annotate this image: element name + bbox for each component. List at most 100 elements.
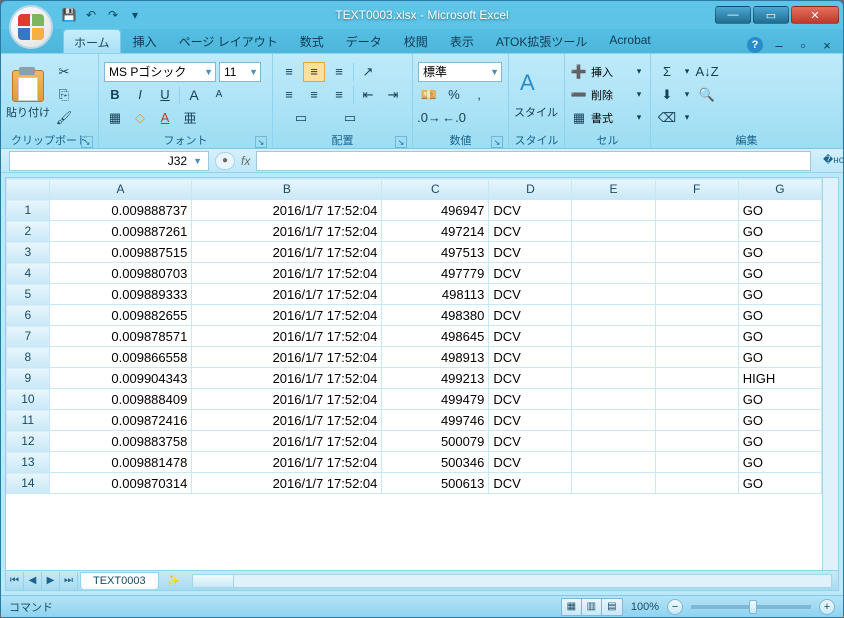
- insert-dd[interactable]: ▾: [633, 62, 645, 82]
- cell[interactable]: [655, 410, 738, 431]
- cell[interactable]: 0.009888737: [49, 200, 192, 221]
- cell[interactable]: DCV: [489, 473, 572, 494]
- cell[interactable]: DCV: [489, 200, 572, 221]
- align-bottom-button[interactable]: ≡: [328, 62, 350, 82]
- name-box[interactable]: J32▼: [9, 151, 209, 171]
- cell[interactable]: [655, 347, 738, 368]
- cell[interactable]: 2016/1/7 17:52:04: [192, 410, 382, 431]
- cell[interactable]: DCV: [489, 389, 572, 410]
- cell[interactable]: 498913: [382, 347, 489, 368]
- cell[interactable]: [655, 263, 738, 284]
- copy-button[interactable]: ⎘: [53, 85, 75, 105]
- decrease-decimal-button[interactable]: ←.0: [443, 108, 465, 128]
- cell[interactable]: DCV: [489, 347, 572, 368]
- formula-bar[interactable]: [256, 151, 811, 171]
- increase-indent-button[interactable]: ⇥: [382, 85, 404, 105]
- italic-button[interactable]: I: [129, 85, 151, 105]
- first-sheet-button[interactable]: ⏮: [6, 572, 24, 590]
- cell[interactable]: [655, 326, 738, 347]
- ribbon-tab-8[interactable]: Acrobat: [599, 29, 660, 53]
- cell[interactable]: GO: [738, 410, 821, 431]
- align-top-button[interactable]: ≡: [278, 62, 300, 82]
- prev-sheet-button[interactable]: ◀: [24, 572, 42, 590]
- last-sheet-button[interactable]: ⏭: [60, 572, 78, 590]
- cell[interactable]: GO: [738, 473, 821, 494]
- cell[interactable]: DCV: [489, 452, 572, 473]
- grow-font-button[interactable]: A: [183, 85, 205, 105]
- row-header[interactable]: 6: [7, 305, 50, 326]
- cell[interactable]: HIGH: [738, 368, 821, 389]
- currency-button[interactable]: 💴: [418, 85, 440, 105]
- fill-button[interactable]: ⬇: [656, 85, 678, 105]
- cell[interactable]: GO: [738, 263, 821, 284]
- align-left-button[interactable]: ≡: [278, 85, 300, 105]
- close-button[interactable]: ✕: [791, 6, 839, 24]
- next-sheet-button[interactable]: ▶: [42, 572, 60, 590]
- cell[interactable]: 2016/1/7 17:52:04: [192, 263, 382, 284]
- cell[interactable]: [655, 473, 738, 494]
- clear-button[interactable]: ⌫: [656, 108, 678, 128]
- format-painter-button[interactable]: 🖌: [53, 108, 75, 128]
- page-layout-view-button[interactable]: ▥: [582, 599, 602, 615]
- cell[interactable]: 499746: [382, 410, 489, 431]
- clear-dd[interactable]: ▾: [681, 108, 693, 128]
- row-header[interactable]: 12: [7, 431, 50, 452]
- cell[interactable]: 0.009866558: [49, 347, 192, 368]
- border-button[interactable]: ▦: [104, 108, 126, 128]
- cell[interactable]: 499479: [382, 389, 489, 410]
- workbook-close-icon[interactable]: ×: [819, 37, 835, 53]
- ribbon-tab-2[interactable]: ページ レイアウト: [169, 29, 288, 53]
- comma-button[interactable]: ,: [468, 85, 490, 105]
- cell[interactable]: DCV: [489, 326, 572, 347]
- cell[interactable]: GO: [738, 452, 821, 473]
- percent-button[interactable]: %: [443, 85, 465, 105]
- ribbon-tab-3[interactable]: 数式: [290, 29, 334, 53]
- increase-decimal-button[interactable]: .0→: [418, 108, 440, 128]
- cell[interactable]: 0.009878571: [49, 326, 192, 347]
- workbook-minimize-icon[interactable]: –: [771, 37, 787, 53]
- zoom-slider[interactable]: [691, 605, 811, 609]
- insert-cells-button[interactable]: ➕: [570, 62, 588, 82]
- format-dd[interactable]: ▾: [633, 108, 645, 128]
- save-icon[interactable]: 💾: [61, 7, 77, 23]
- help-icon[interactable]: ?: [747, 37, 763, 53]
- workbook-restore-icon[interactable]: ▫: [795, 37, 811, 53]
- cell[interactable]: 2016/1/7 17:52:04: [192, 473, 382, 494]
- cell[interactable]: 0.009880703: [49, 263, 192, 284]
- row-header[interactable]: 10: [7, 389, 50, 410]
- wrap-text-button[interactable]: ▭: [278, 108, 324, 128]
- cell[interactable]: [572, 326, 655, 347]
- cell[interactable]: [655, 242, 738, 263]
- namebox-dropdown-icon[interactable]: ▼: [193, 156, 202, 166]
- paste-button[interactable]: 貼り付け: [6, 57, 50, 132]
- cell[interactable]: [572, 305, 655, 326]
- minimize-button[interactable]: —: [715, 6, 751, 24]
- phonetic-button[interactable]: 亜: [179, 108, 201, 128]
- cell[interactable]: [655, 452, 738, 473]
- cancel-formula-button[interactable]: ●: [215, 152, 235, 170]
- align-center-button[interactable]: ≡: [303, 85, 325, 105]
- row-header[interactable]: 3: [7, 242, 50, 263]
- cell[interactable]: 497513: [382, 242, 489, 263]
- cell[interactable]: 2016/1/7 17:52:04: [192, 431, 382, 452]
- redo-icon[interactable]: ↷: [105, 7, 121, 23]
- ribbon-tab-4[interactable]: データ: [336, 29, 392, 53]
- cell[interactable]: 0.009882655: [49, 305, 192, 326]
- row-header[interactable]: 5: [7, 284, 50, 305]
- cell[interactable]: 2016/1/7 17:52:04: [192, 452, 382, 473]
- alignment-launcher[interactable]: ↘: [395, 136, 407, 148]
- cell[interactable]: 0.009883758: [49, 431, 192, 452]
- zoom-out-button[interactable]: −: [667, 599, 683, 615]
- col-header-A[interactable]: A: [49, 179, 192, 200]
- cell[interactable]: [655, 389, 738, 410]
- cell[interactable]: GO: [738, 326, 821, 347]
- delete-cells-button[interactable]: ➖: [570, 85, 588, 105]
- zoom-in-button[interactable]: +: [819, 599, 835, 615]
- cell[interactable]: [572, 347, 655, 368]
- cell[interactable]: 496947: [382, 200, 489, 221]
- cell[interactable]: DCV: [489, 284, 572, 305]
- cell[interactable]: [572, 452, 655, 473]
- cell[interactable]: 0.009881478: [49, 452, 192, 473]
- row-header[interactable]: 7: [7, 326, 50, 347]
- row-header[interactable]: 11: [7, 410, 50, 431]
